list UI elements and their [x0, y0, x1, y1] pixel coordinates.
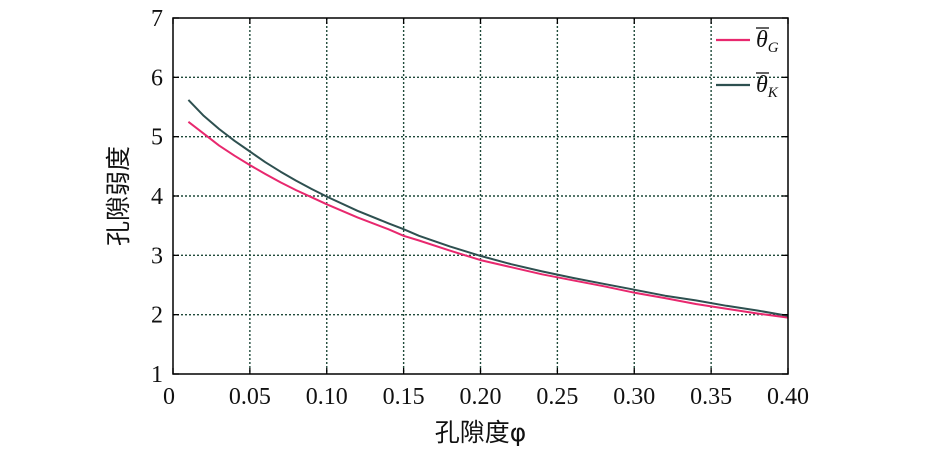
- grid-lines: [173, 18, 788, 374]
- series-lines: [187, 99, 789, 319]
- x-tick-label: 0.15: [383, 384, 425, 410]
- y-tick-label: 3: [151, 243, 163, 269]
- legend: θG θK: [716, 27, 779, 101]
- x-tick-label: 0.30: [613, 384, 655, 410]
- x-tick-label: 0.35: [690, 384, 732, 410]
- y-tick-label: 1: [151, 362, 163, 388]
- axis-ticks: [172, 17, 789, 375]
- legend-label: θK: [756, 72, 779, 101]
- tick-labels: 0 0.05 0.10 0.15 0.20 0.25 0.30 0.35 0.40 1 2 3 4 5 6 7: [151, 6, 809, 410]
- series-line: [187, 99, 789, 317]
- x-tick-label: 0.10: [306, 384, 348, 410]
- x-tick-label: 0.05: [229, 384, 271, 410]
- legend-label: θG: [756, 27, 779, 56]
- y-tick-label: 2: [151, 303, 163, 329]
- y-tick-label: 6: [151, 65, 163, 91]
- x-tick-label: 0.20: [460, 384, 502, 410]
- x-tick-label: 0.40: [767, 384, 809, 410]
- x-axis-title: 孔隙度φ: [435, 418, 527, 447]
- y-tick-label: 4: [151, 184, 163, 210]
- series-line: [187, 121, 789, 319]
- x-tick-label: 0: [163, 384, 175, 410]
- x-tick-label: 0.25: [536, 384, 578, 410]
- y-tick-label: 5: [151, 125, 163, 151]
- y-axis-title: 孔隙弱度: [104, 146, 133, 246]
- y-tick-label: 7: [151, 6, 163, 32]
